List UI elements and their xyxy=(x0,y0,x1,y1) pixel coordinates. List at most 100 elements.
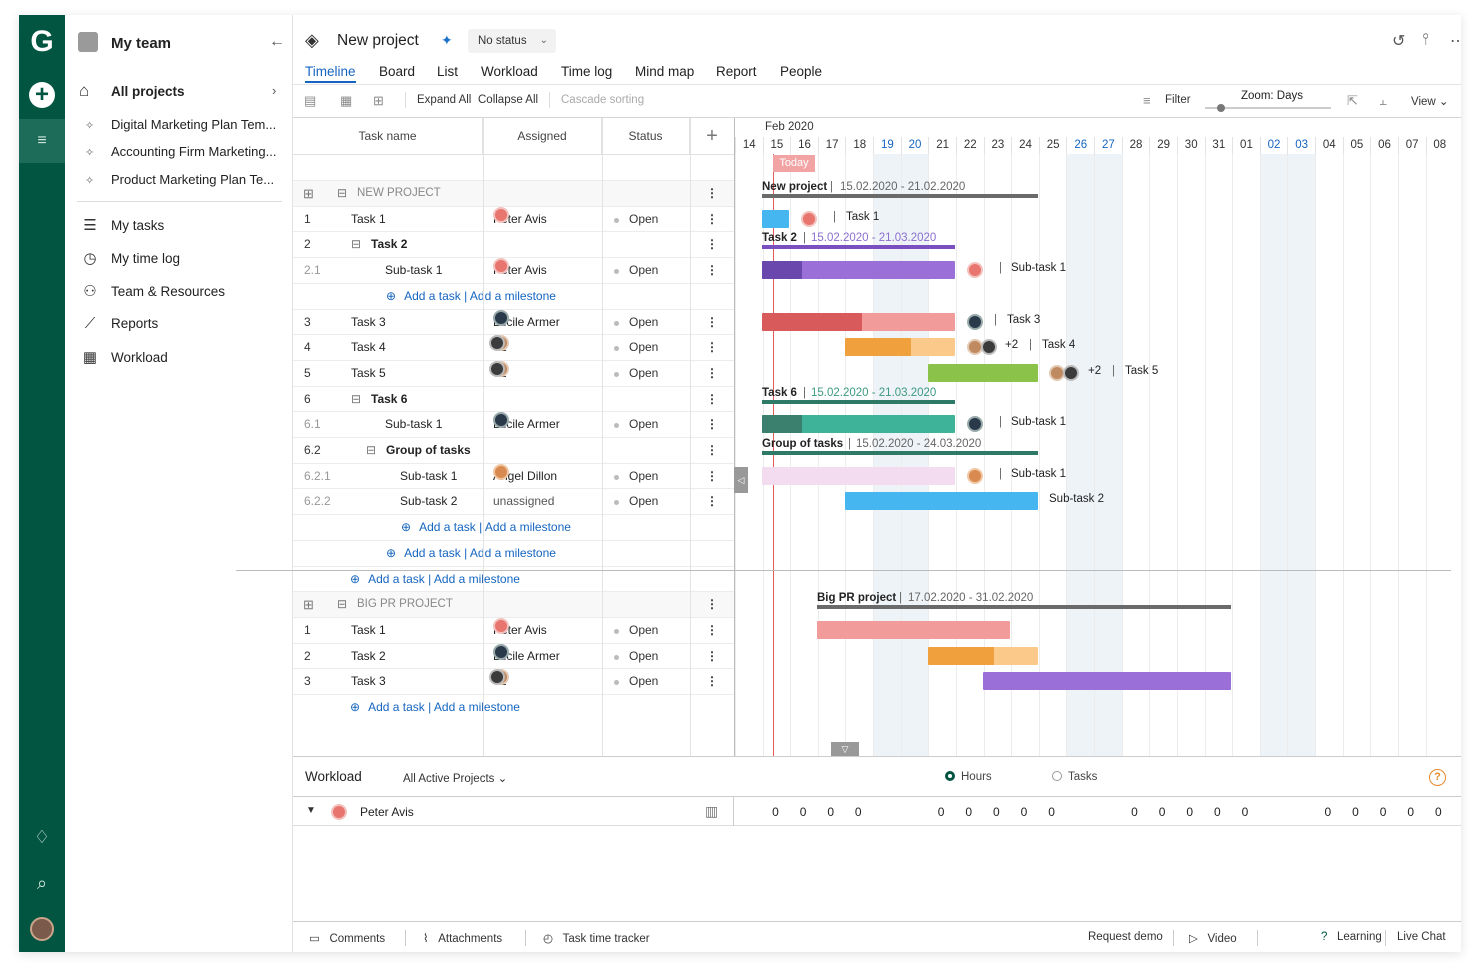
status-cell[interactable]: Open xyxy=(613,412,658,437)
more-icon[interactable]: ⋮ xyxy=(706,622,718,637)
project-name[interactable]: BIG PR PROJECT xyxy=(357,598,453,611)
collapse-icon[interactable]: ⊟ xyxy=(337,597,348,612)
attachments-button[interactable]: ⌇ Attachments xyxy=(423,933,503,945)
add-task-row[interactable]: ⊕ Add a task | Add a milestone xyxy=(293,694,734,720)
learning-button[interactable]: ? Learning xyxy=(1321,931,1382,943)
tab-workload[interactable]: Workload xyxy=(481,64,538,79)
task-bar[interactable] xyxy=(983,672,1231,691)
more-icon[interactable]: ⋮ xyxy=(706,468,718,483)
nav-workload[interactable]: ▦ Workload xyxy=(79,348,168,366)
more-icon[interactable]: ⋮ xyxy=(706,365,718,380)
status-cell[interactable]: Open xyxy=(613,489,658,514)
summary-bar[interactable] xyxy=(817,605,1231,610)
status-cell[interactable]: Open xyxy=(613,207,658,232)
task-progress[interactable] xyxy=(928,646,994,665)
more-icon[interactable]: ⋮ xyxy=(706,237,718,252)
time-tracker-button[interactable]: ◴ Task time tracker xyxy=(543,933,650,945)
comments-button[interactable]: ▭ Comments xyxy=(309,933,386,945)
task-name[interactable]: Group of tasks xyxy=(386,443,471,457)
assignee[interactable]: +2 xyxy=(489,669,509,694)
pin-icon[interactable]: ✦ xyxy=(441,32,453,48)
more-icon[interactable]: ⋮ xyxy=(706,597,718,612)
menu-icon[interactable]: ≡ xyxy=(19,119,65,163)
tab-report[interactable]: Report xyxy=(716,64,757,79)
calendar-icon[interactable]: ▦ xyxy=(340,93,353,108)
task-name[interactable]: Sub-task 1 xyxy=(400,468,458,483)
status-cell[interactable]: Open xyxy=(613,618,658,643)
more-icon[interactable]: ⋮ xyxy=(706,674,718,689)
col-assigned[interactable]: Assigned xyxy=(483,118,602,154)
history-icon[interactable]: ↺ xyxy=(1392,33,1406,50)
more-icon[interactable]: ⋯ xyxy=(1450,33,1461,50)
nav-reports[interactable]: ⟋ Reports xyxy=(79,315,159,332)
indent-icon[interactable]: ▤ xyxy=(304,93,317,108)
assignee[interactable]: Peter Avis xyxy=(493,258,547,283)
tasks-radio[interactable]: Tasks xyxy=(1052,771,1097,783)
add-task-link[interactable]: ⊕ Add a task | Add a milestone xyxy=(401,515,571,540)
task-progress[interactable] xyxy=(762,261,802,280)
expand-workload-handle[interactable]: ▽ xyxy=(831,742,859,756)
task-bar[interactable] xyxy=(817,620,1010,639)
tab-time-log[interactable]: Time log xyxy=(561,64,613,79)
view-dropdown[interactable]: View ⌄ xyxy=(1411,96,1449,108)
status-cell[interactable]: Open xyxy=(613,669,658,694)
summary-bar[interactable] xyxy=(762,399,955,404)
assignee[interactable]: Lucile Armer xyxy=(493,643,560,669)
chevron-right-icon[interactable]: › xyxy=(272,83,277,98)
add-task-row[interactable]: ⊕ Add a task | Add a milestone xyxy=(293,539,734,566)
more-icon[interactable]: ⋮ xyxy=(706,340,718,355)
user-avatar[interactable] xyxy=(30,917,54,941)
nav-my-time-log[interactable]: ◷ My time log xyxy=(79,249,180,267)
status-cell[interactable]: Open xyxy=(613,258,658,283)
tab-timeline[interactable]: Timeline xyxy=(305,64,356,83)
nav-team-resources[interactable]: ⚇ Team & Resources xyxy=(79,282,225,300)
zoom-slider[interactable] xyxy=(1205,107,1331,109)
task-bar[interactable] xyxy=(762,415,955,434)
baseline-icon[interactable]: ⫠ xyxy=(1379,93,1387,108)
assignee[interactable]: Peter Avis xyxy=(493,206,547,232)
tab-board[interactable]: Board xyxy=(379,64,416,79)
search-icon[interactable]: ⌕ xyxy=(36,873,48,893)
collapse-icon[interactable]: ⊟ xyxy=(351,237,362,252)
collapse-sidebar-icon[interactable]: ← xyxy=(269,33,285,50)
collapse-icon[interactable]: ⊟ xyxy=(337,186,348,200)
task-bar[interactable] xyxy=(762,466,955,485)
more-icon[interactable]: ⋮ xyxy=(706,314,718,329)
col-status[interactable]: Status xyxy=(602,118,690,154)
task-name[interactable]: Task 4 xyxy=(351,340,386,355)
more-icon[interactable]: ⋮ xyxy=(706,186,718,200)
task-name[interactable]: Sub-task 2 xyxy=(400,494,458,509)
more-icon[interactable]: ⋮ xyxy=(706,391,718,406)
add-task-link[interactable]: ⊕ Add a task | Add a milestone xyxy=(350,695,520,720)
add-task-row[interactable]: ⊕ Add a task | Add a milestone xyxy=(293,514,734,540)
status-cell[interactable]: Open xyxy=(613,464,658,489)
team-name[interactable]: My team xyxy=(111,35,172,52)
help-icon[interactable]: ? xyxy=(1429,769,1446,786)
more-icon[interactable]: ⋮ xyxy=(706,263,718,278)
assignee[interactable]: unassigned xyxy=(493,489,554,514)
collapse-icon[interactable]: ⊟ xyxy=(351,391,362,406)
filter-button[interactable]: Filter xyxy=(1165,94,1191,106)
task-name[interactable]: Task 1 xyxy=(351,211,386,226)
all-projects-link[interactable]: All projects xyxy=(111,84,185,99)
settings-icon[interactable]: ⫯ xyxy=(1422,31,1429,48)
task-bar[interactable] xyxy=(928,363,1038,382)
task-name[interactable]: Sub-task 1 xyxy=(385,263,443,278)
project-name[interactable]: NEW PROJECT xyxy=(357,187,441,199)
task-bar[interactable] xyxy=(762,209,789,228)
assignee[interactable]: +2 xyxy=(489,335,509,360)
add-task-row[interactable]: ⊕ Add a task | Add a milestone xyxy=(293,565,734,592)
status-cell[interactable]: Open xyxy=(613,361,658,386)
favorite-project[interactable]: ✧ Product Marketing Plan Te... xyxy=(85,172,275,187)
task-name[interactable]: Task 2 xyxy=(351,648,386,663)
task-name[interactable]: Task 3 xyxy=(351,314,386,329)
zoom-slider-handle[interactable] xyxy=(1217,104,1225,112)
more-icon[interactable]: ⋮ xyxy=(706,417,718,432)
assignee[interactable]: Angel Dillon xyxy=(493,463,557,489)
nav-my-tasks[interactable]: ☰ My tasks xyxy=(79,216,164,234)
hierarchy-icon[interactable]: ⊞ xyxy=(373,93,384,108)
request-demo-link[interactable]: Request demo xyxy=(1088,931,1163,943)
task-name[interactable]: Sub-task 1 xyxy=(385,417,443,432)
task-name[interactable]: Task 3 xyxy=(351,674,386,689)
task-progress[interactable] xyxy=(762,312,862,331)
